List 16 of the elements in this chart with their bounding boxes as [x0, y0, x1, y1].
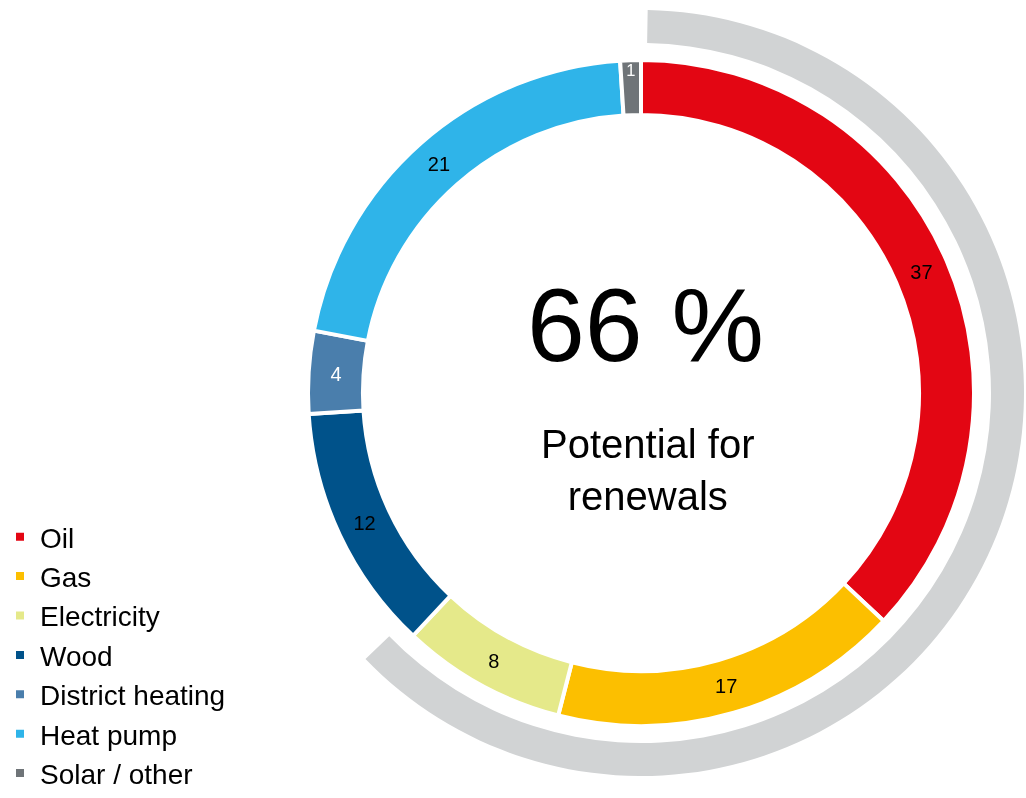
text: Potential for renewals: [541, 422, 755, 518]
data-label: 8: [488, 649, 500, 672]
data-label: 4: [330, 362, 342, 385]
legend-label: Wood: [40, 640, 113, 672]
data-label: 1: [626, 61, 636, 80]
data-label: 37: [910, 260, 933, 283]
data-label: 21: [427, 152, 451, 175]
legend-label: Oil: [40, 522, 75, 554]
legend-label: Electricity: [40, 601, 160, 633]
data-label: 17: [715, 675, 738, 698]
legend-label: District heating: [40, 680, 226, 712]
text: 66 %: [527, 267, 765, 383]
legend-label: Solar / other: [40, 759, 193, 791]
legend-label: Heat pump: [40, 719, 177, 751]
data-label: 12: [353, 512, 376, 535]
legend-label: Gas: [40, 562, 92, 594]
